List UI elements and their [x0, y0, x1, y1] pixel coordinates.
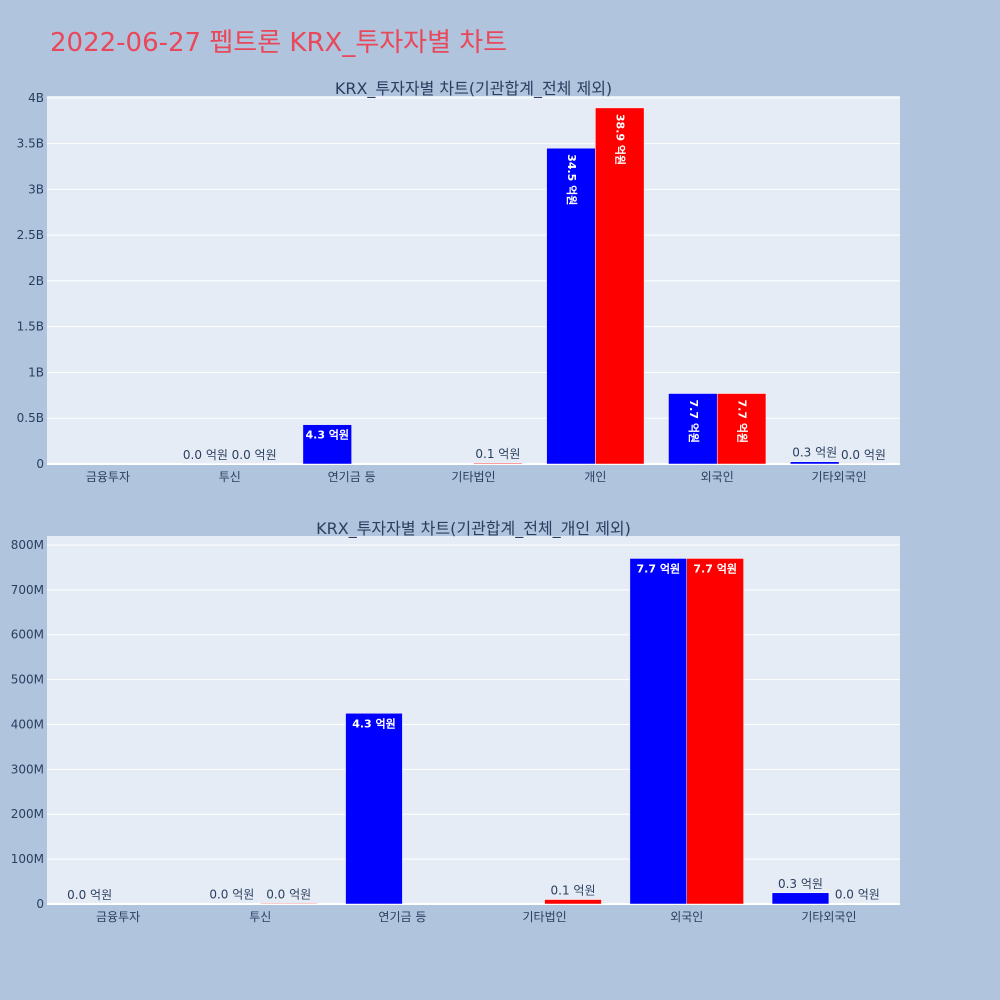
bar-label: 0.0 억원 [266, 887, 311, 901]
bar [790, 461, 840, 465]
x-tick-label: 외국인 [701, 470, 734, 484]
bar-label: 0.3 억원 [792, 446, 837, 460]
plot-area [47, 96, 900, 464]
bar [544, 899, 602, 905]
page-title: 2022-06-27 펩트론 KRX_투자자별 차트 [50, 28, 508, 58]
chart-excluding-individual: 0 100M 200M 300M 400M 500M 600M 700M 800M KRX_투자자… [11, 519, 900, 924]
bar [771, 892, 830, 905]
bar [302, 424, 352, 465]
bar-label: 0.0 억원 [209, 888, 254, 902]
bar-label: 7.7 억원 [693, 561, 737, 575]
y-tick-label: 4B [28, 91, 44, 105]
bar-label: 7.7 억원 [637, 561, 681, 575]
x-tick-label: 외국인 [670, 910, 703, 924]
x-tick-label: 금융투자 [96, 910, 140, 924]
bar-label: 0.0 억원 [67, 888, 112, 902]
bar [668, 393, 718, 465]
bar-label: 0.0 억원 [841, 448, 886, 462]
y-tick-label: 500M [11, 673, 44, 687]
bar-label: 7.7 억원 [736, 400, 750, 444]
bar [629, 558, 688, 905]
bar-label: 4.3 억원 [352, 716, 396, 730]
y-tick-label: 0 [36, 897, 44, 911]
x-tick-label: 금융투자 [86, 470, 130, 484]
x-tick-label: 기타외국인 [811, 470, 866, 484]
chart-title: KRX_투자자별 차트(기관합계_전체 제외) [335, 79, 612, 99]
bar-label: 7.7 억원 [687, 400, 701, 444]
x-tick-label: 연기금 등 [328, 470, 376, 484]
y-tick-label: 700M [11, 583, 44, 597]
chart-all-investors: 0 0.5B 1B 1.5B 2B 2.5B 3B 3.5B 4B KRX_투자자별 차트(기관합… [17, 79, 900, 484]
bar [716, 393, 767, 465]
y-tick-label: 400M [11, 717, 44, 731]
bar-label: 34.5 억원 [565, 154, 579, 205]
bar-label: 0.0 억원 [835, 888, 880, 902]
bar-label: 0.3 억원 [778, 877, 823, 891]
y-tick-label: 3.5B [17, 137, 44, 151]
bar-label: 0.0 억원 [183, 448, 228, 462]
y-tick-label: 300M [11, 762, 44, 776]
bar-label: 0.0 억원 [232, 448, 277, 462]
x-tick-label: 투신 [249, 910, 271, 924]
x-tick-label: 개인 [584, 470, 606, 484]
bar [686, 558, 744, 905]
bar [546, 147, 596, 465]
y-tick-label: 200M [11, 807, 44, 821]
bar-label: 38.9 억원 [614, 114, 628, 165]
y-tick-label: 2B [28, 274, 44, 288]
y-tick-label: 600M [11, 628, 44, 642]
x-tick-label: 기타법인 [522, 910, 566, 924]
x-tick-label: 기타법인 [451, 470, 495, 484]
y-tick-label: 3B [28, 182, 44, 196]
x-tick-label: 투신 [219, 470, 241, 484]
y-tick-label: 0.5B [17, 411, 44, 425]
y-tick-label: 100M [11, 852, 44, 866]
chart-title: KRX_투자자별 차트(기관합계_전체_개인 제외) [316, 519, 631, 539]
y-tick-label: 1B [28, 365, 44, 379]
x-tick-label: 기타외국인 [801, 910, 856, 924]
y-tick-label: 800M [11, 538, 44, 552]
bar-label: 0.1 억원 [551, 884, 596, 898]
bar [595, 107, 645, 465]
x-tick-label: 연기금 등 [378, 910, 426, 924]
y-tick-label: 2.5B [17, 228, 44, 242]
y-tick-label: 0 [36, 457, 44, 471]
bar [260, 903, 318, 905]
bar-label: 4.3 억원 [305, 428, 349, 442]
plot-area [47, 536, 900, 904]
bar [473, 462, 523, 465]
bar-label: 0.1 억원 [475, 447, 520, 461]
bar [345, 713, 403, 905]
y-tick-label: 1.5B [17, 320, 44, 334]
